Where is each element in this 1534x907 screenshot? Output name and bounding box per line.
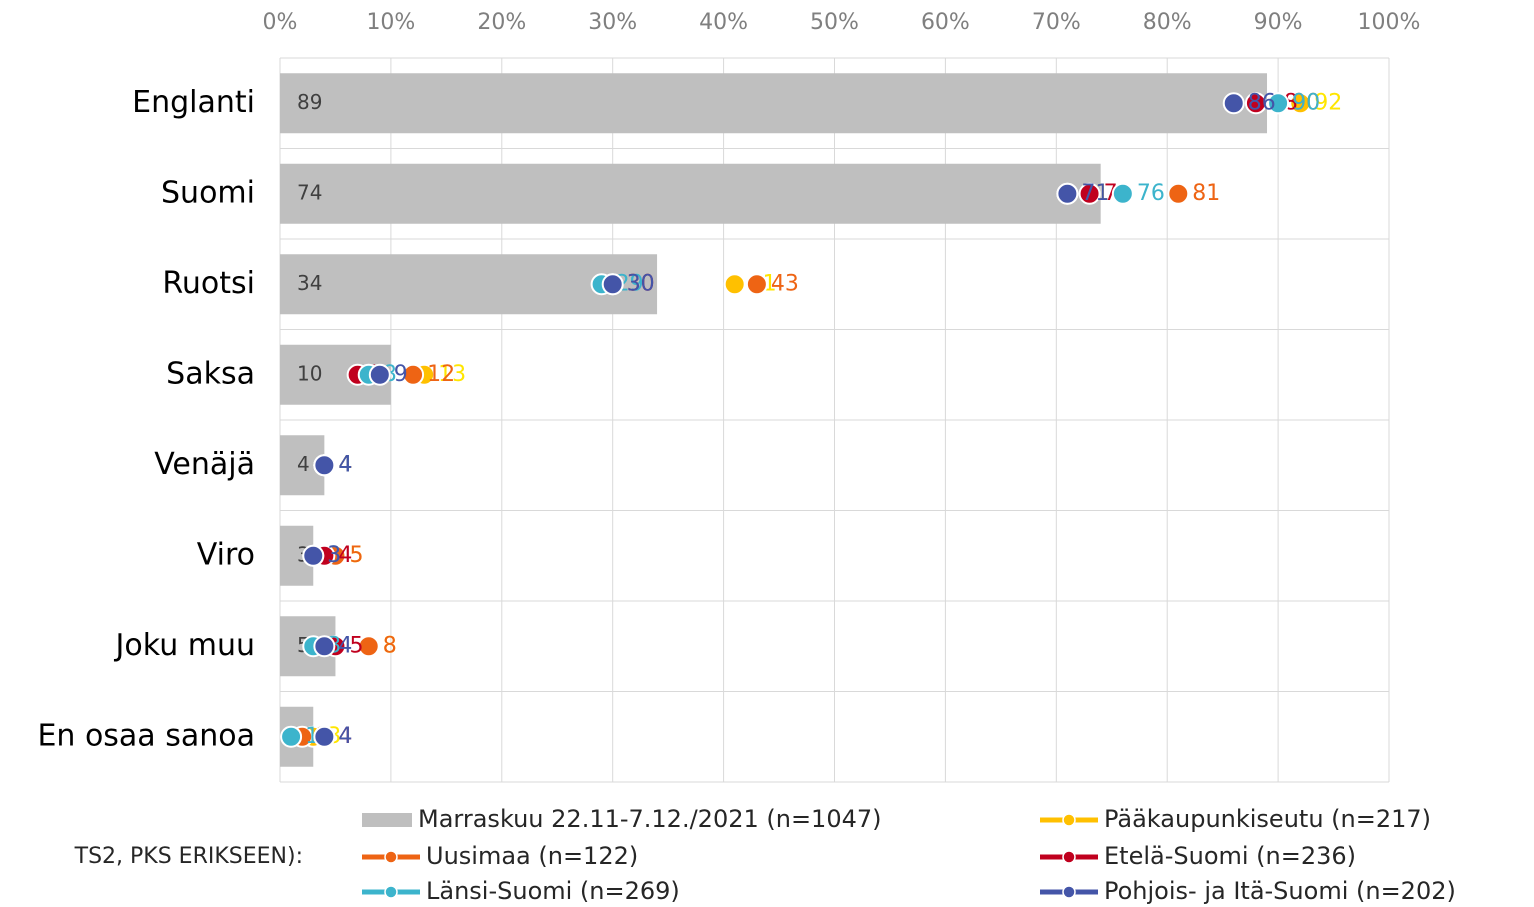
- data-label: 30: [627, 271, 655, 296]
- legend-marker: [1062, 813, 1076, 827]
- category-label: Suomi: [161, 175, 255, 210]
- legend-marker: [384, 885, 398, 899]
- marker: [357, 635, 380, 658]
- data-label: 9: [394, 362, 408, 387]
- x-tick-label: 10%: [366, 10, 415, 35]
- marker: [313, 725, 336, 748]
- category-label: Venäjä: [154, 447, 255, 482]
- bar-value-label: 4: [297, 452, 310, 476]
- data-label: 43: [771, 271, 799, 296]
- data-label: 30: [627, 271, 655, 296]
- marker: [1289, 92, 1312, 115]
- marker: [1167, 182, 1190, 205]
- data-label: 4: [338, 452, 352, 477]
- legend-label: Pääkaupunkiseutu (n=217): [1104, 805, 1431, 833]
- marker: [1222, 92, 1245, 115]
- x-tick-label: 100%: [1358, 10, 1421, 35]
- data-label: 90: [1292, 90, 1320, 115]
- legend-label: Etelä-Suomi (n=236): [1104, 842, 1356, 870]
- marker: [1267, 92, 1290, 115]
- category-label: Ruotsi: [162, 266, 255, 301]
- category-label: Joku muu: [114, 628, 255, 663]
- category-label: En osaa sanoa: [37, 718, 255, 753]
- data-label: 4: [338, 724, 352, 749]
- data-label: 81: [1192, 181, 1220, 206]
- data-label: 4: [338, 452, 352, 477]
- data-label: 4: [338, 633, 352, 658]
- marker: [280, 725, 303, 748]
- x-tick-label: 80%: [1143, 10, 1192, 35]
- data-label: 3: [327, 543, 341, 568]
- legend-marker: [1062, 850, 1076, 864]
- data-label: 5: [349, 543, 363, 568]
- legend-marker: [384, 850, 398, 864]
- legend-label: Pohjois- ja Itä-Suomi (n=202): [1104, 877, 1456, 905]
- x-tick-label: 70%: [1032, 10, 1081, 35]
- marker: [402, 363, 425, 386]
- legend-label: Länsi-Suomi (n=269): [426, 877, 680, 905]
- data-label: 5: [349, 543, 363, 568]
- data-label: 4: [338, 543, 352, 568]
- category-label: Englanti: [132, 85, 255, 120]
- marker: [313, 635, 336, 658]
- marker: [313, 454, 336, 477]
- data-label: 71: [1081, 181, 1109, 206]
- marker: [601, 273, 624, 296]
- legend-label: Uusimaa (n=122): [426, 842, 638, 870]
- data-label: 92: [1314, 90, 1342, 115]
- data-label: 4: [338, 452, 352, 477]
- x-tick-label: 60%: [921, 10, 970, 35]
- marker: [1078, 182, 1101, 205]
- data-label: 8: [383, 633, 397, 658]
- marker: [302, 544, 325, 567]
- bar: [280, 73, 1268, 134]
- legend-label: Marraskuu 22.11-7.12./2021 (n=1047): [418, 805, 882, 833]
- data-label: 86: [1248, 90, 1276, 115]
- legend-swatch: [362, 813, 412, 827]
- data-label: 3: [327, 543, 341, 568]
- legend-marker: [1062, 885, 1076, 899]
- x-tick-label: 50%: [810, 10, 859, 35]
- x-tick-label: 40%: [699, 10, 748, 35]
- category-label: Viro: [197, 537, 255, 572]
- category-label: Saksa: [166, 356, 255, 391]
- data-label: 76: [1137, 181, 1165, 206]
- data-label: 4: [338, 452, 352, 477]
- data-label: 4: [338, 452, 352, 477]
- data-label: 8: [383, 633, 397, 658]
- marker: [1056, 182, 1079, 205]
- bar-value-label: 89: [297, 90, 322, 114]
- data-label: 12: [427, 362, 455, 387]
- marker: [1111, 182, 1134, 205]
- marker: [368, 363, 391, 386]
- marker: [1244, 92, 1267, 115]
- marker: [723, 273, 746, 296]
- data-label: 90: [1292, 90, 1320, 115]
- bar-value-label: 10: [297, 361, 322, 385]
- data-label: 13: [438, 362, 466, 387]
- note: TS2, PKS ERIKSEEN):: [74, 844, 303, 869]
- data-label: 5: [349, 633, 363, 658]
- bar-value-label: 74: [297, 180, 322, 204]
- x-tick-label: 20%: [477, 10, 526, 35]
- data-label: 4: [338, 724, 352, 749]
- bar-value-label: 34: [297, 271, 322, 295]
- x-tick-label: 0%: [263, 10, 298, 35]
- x-tick-label: 30%: [588, 10, 637, 35]
- x-tick-label: 90%: [1254, 10, 1303, 35]
- bar: [280, 163, 1101, 224]
- marker: [745, 273, 768, 296]
